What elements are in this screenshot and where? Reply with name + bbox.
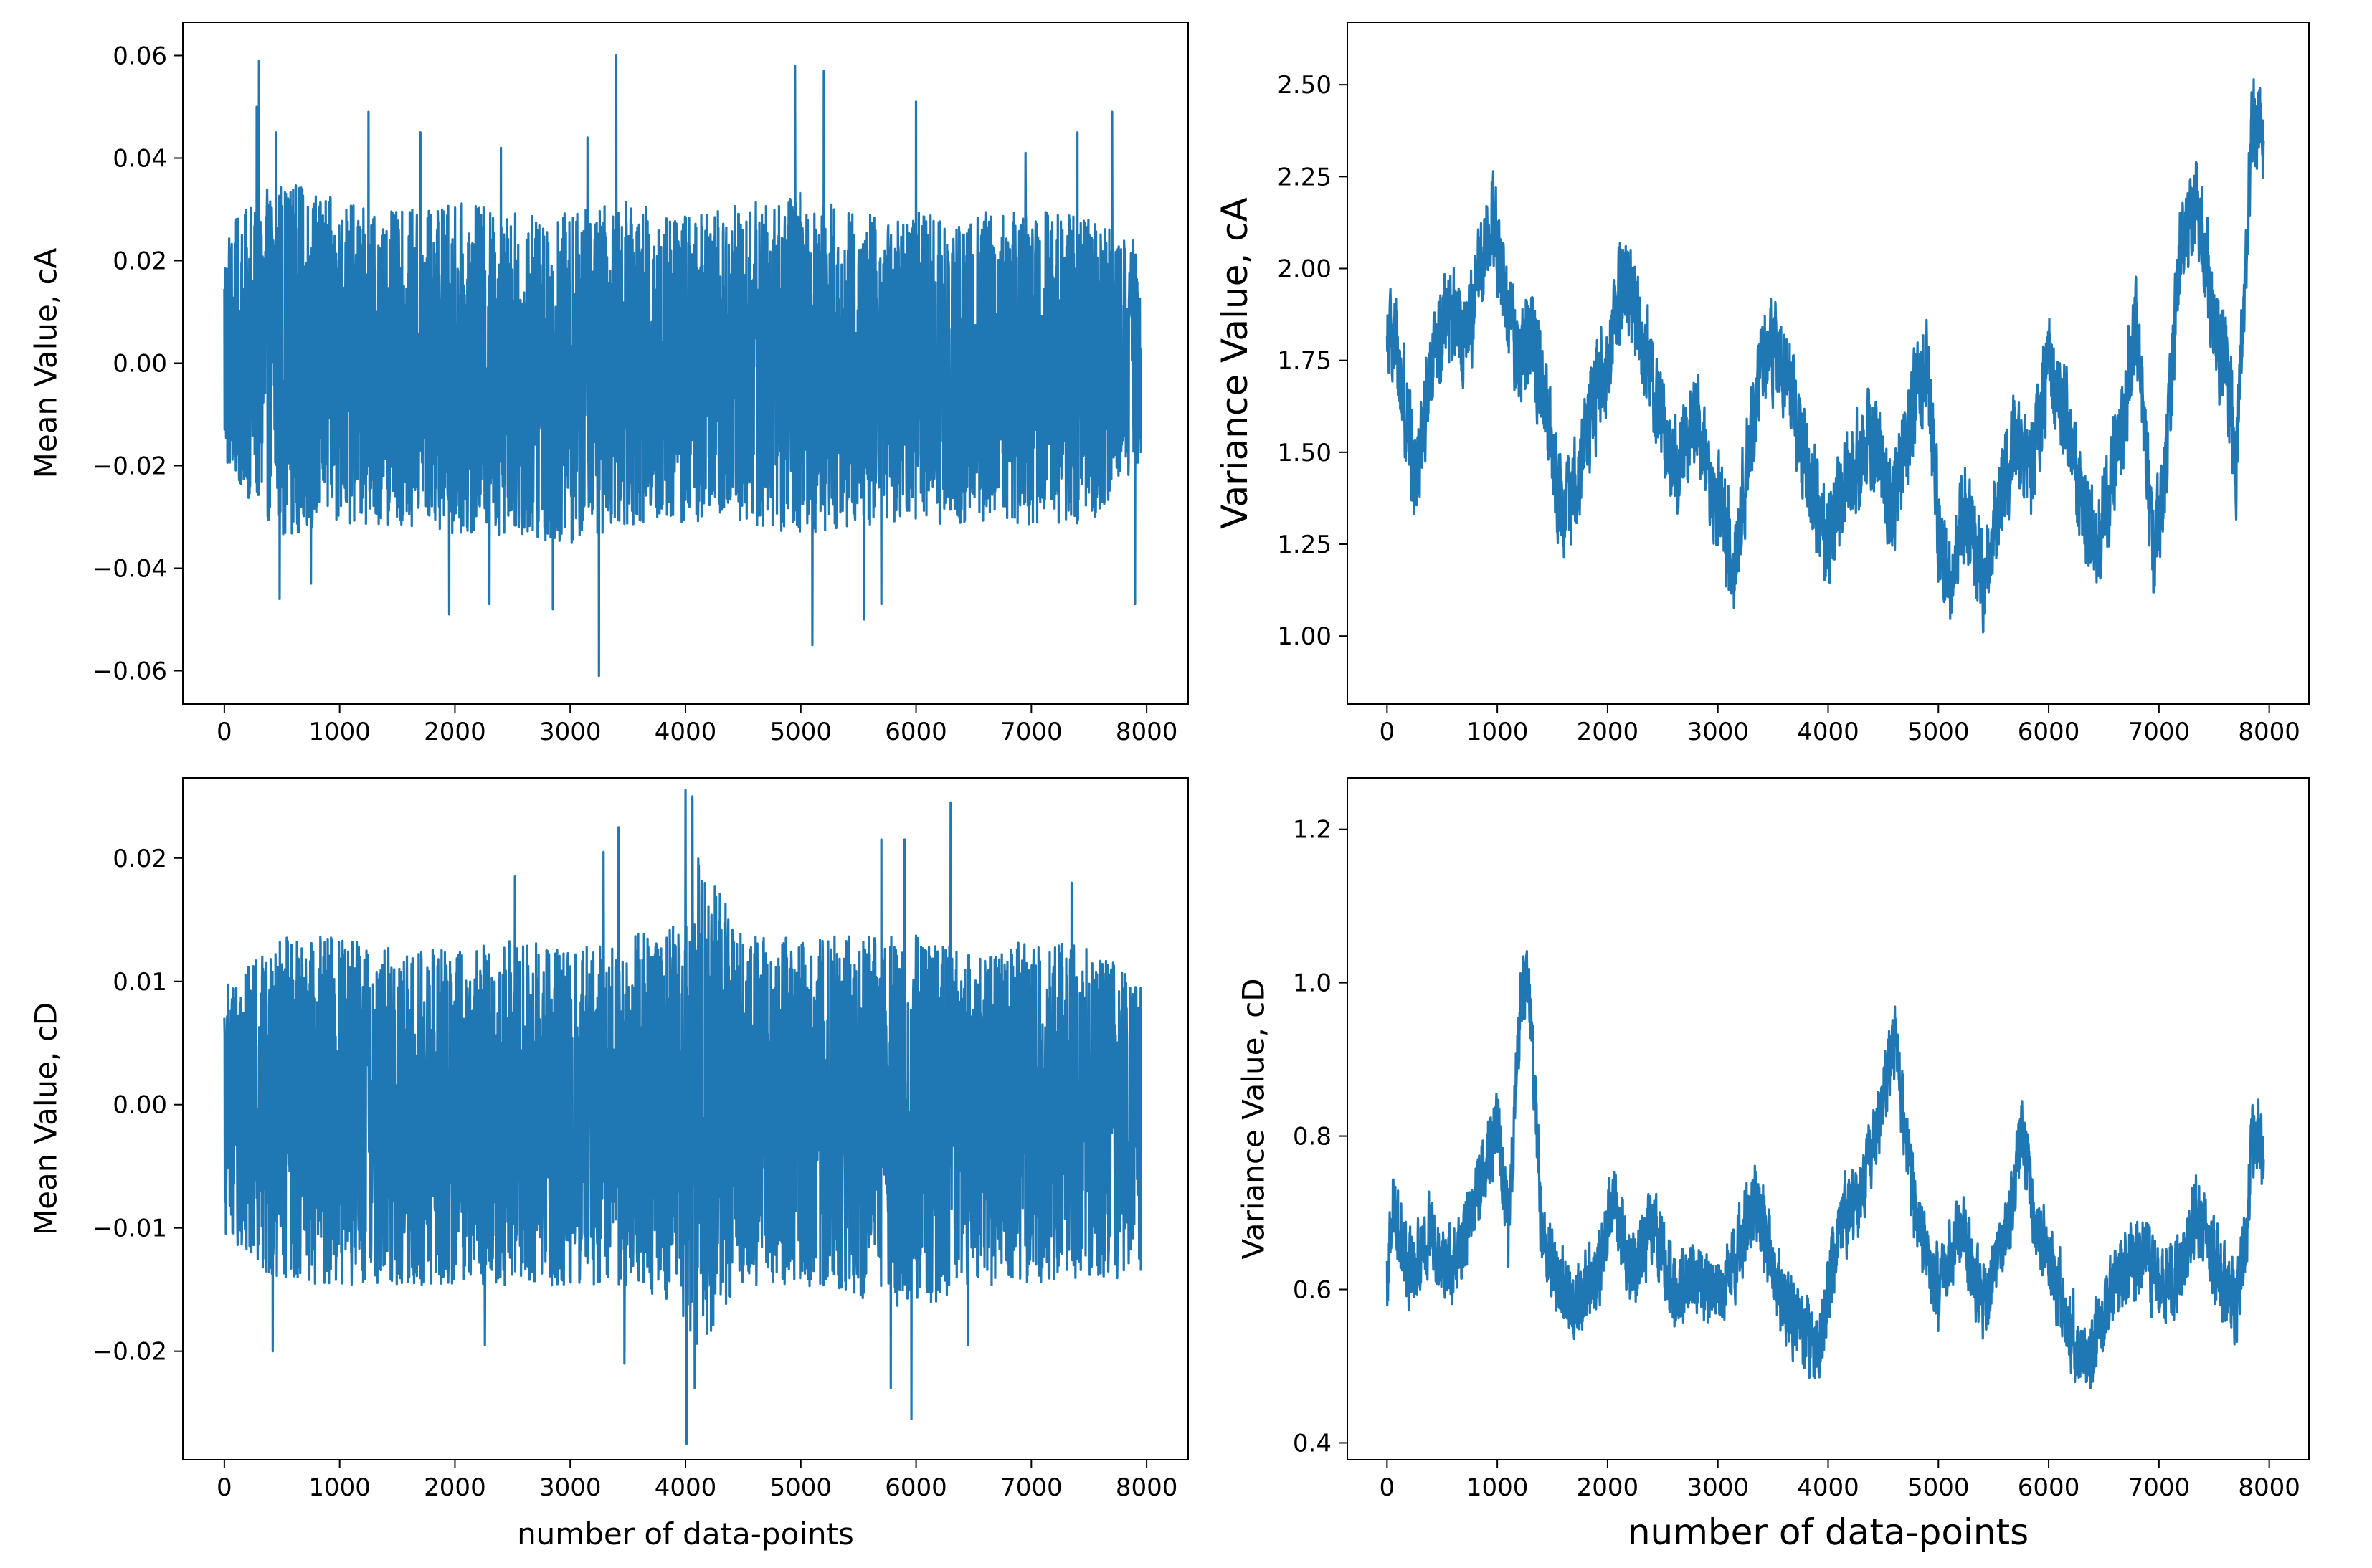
y-tick-label: 1.00 bbox=[1277, 622, 1332, 651]
y-tick-label: 2.25 bbox=[1277, 163, 1332, 191]
y-tick-label: −0.06 bbox=[92, 657, 167, 686]
x-tick-label: 2000 bbox=[424, 1473, 486, 1502]
y-tick-label: 2.00 bbox=[1277, 255, 1332, 283]
mean-ca-y-axis: −0.06 −0.04 −0.02 0.00 0.02 0.04 0.06 bbox=[92, 42, 183, 686]
x-tick-label: 7000 bbox=[2128, 1473, 2191, 1502]
x-tick-label: 0 bbox=[1380, 1473, 1395, 1502]
x-tick-label: 4000 bbox=[1797, 1473, 1859, 1502]
x-tick-label: 0 bbox=[217, 1473, 232, 1502]
y-tick-label: 0.4 bbox=[1293, 1429, 1332, 1458]
x-tick-label: 2000 bbox=[1577, 1473, 1639, 1502]
x-tick-label: 8000 bbox=[1116, 1473, 1178, 1502]
mean-cd-x-axis-label: number of data-points bbox=[517, 1516, 854, 1552]
y-tick-label: 1.25 bbox=[1277, 531, 1332, 559]
x-tick-label: 6000 bbox=[2018, 718, 2080, 746]
x-tick-label: 6000 bbox=[885, 1473, 947, 1502]
variance-ca-y-axis: 1.00 1.25 1.50 1.75 2.00 2.25 2.50 bbox=[1277, 71, 1347, 651]
x-tick-label: 1000 bbox=[1466, 1473, 1529, 1502]
variance-cd-panel: 0 1000 2000 3000 4000 5000 6000 7000 8000 0.4 0.6… bbox=[1236, 777, 2310, 1553]
y-tick-label: −0.01 bbox=[92, 1215, 167, 1243]
x-tick-label: 8000 bbox=[2238, 718, 2300, 746]
y-tick-label: 0.8 bbox=[1293, 1123, 1332, 1151]
series-line bbox=[223, 54, 1142, 678]
x-tick-label: 3000 bbox=[1687, 1473, 1749, 1502]
x-tick-label: 4000 bbox=[1797, 718, 1859, 746]
mean-ca-x-axis: 0 1000 2000 3000 4000 5000 6000 7000 8000 bbox=[217, 704, 1177, 746]
mean-ca-panel: 0 1000 2000 3000 4000 5000 6000 7000 8000 −0.06−… bbox=[29, 22, 1189, 746]
x-tick-label: 1000 bbox=[1466, 718, 1529, 746]
variance-ca-series-layer bbox=[1385, 78, 2265, 634]
x-tick-label: 1000 bbox=[308, 718, 371, 746]
y-tick-label: 0.04 bbox=[113, 144, 167, 173]
x-tick-label: 4000 bbox=[655, 1473, 717, 1502]
x-tick-label: 6000 bbox=[2018, 1473, 2080, 1502]
y-tick-label: 0.06 bbox=[113, 42, 167, 70]
mean-cd-x-axis: 0 1000 2000 3000 4000 5000 6000 7000 8000 bbox=[217, 1460, 1177, 1502]
x-tick-label: 0 bbox=[1380, 718, 1395, 746]
x-tick-label: 7000 bbox=[2128, 718, 2191, 746]
mean-cd-series-layer bbox=[223, 789, 1142, 1445]
mean-cd-panel: 0 1000 2000 3000 4000 5000 6000 7000 8000 −0.02−… bbox=[29, 777, 1189, 1552]
series-line bbox=[223, 789, 1142, 1445]
variance-cd-y-axis: 0.4 0.6 0.8 1.0 1.2 bbox=[1293, 816, 1347, 1458]
x-tick-label: 7000 bbox=[1000, 718, 1063, 746]
x-tick-label: 0 bbox=[217, 718, 232, 746]
y-tick-label: 0.6 bbox=[1293, 1276, 1332, 1305]
y-tick-label: 1.0 bbox=[1293, 969, 1332, 998]
x-tick-label: 2000 bbox=[424, 718, 486, 746]
mean-ca-series-layer bbox=[223, 54, 1142, 678]
y-tick-label: 2.50 bbox=[1277, 71, 1332, 100]
x-tick-label: 5000 bbox=[770, 718, 832, 746]
x-tick-label: 3000 bbox=[539, 1473, 602, 1502]
y-tick-label: 0.02 bbox=[113, 845, 167, 873]
y-tick-label: 1.75 bbox=[1277, 347, 1332, 376]
variance-cd-x-axis-label: number of data-points bbox=[1628, 1511, 2029, 1553]
y-tick-label: 0.00 bbox=[113, 350, 167, 379]
x-tick-label: 5000 bbox=[770, 1473, 832, 1502]
x-tick-label: 3000 bbox=[539, 718, 602, 746]
x-tick-label: 5000 bbox=[1907, 1473, 1970, 1502]
y-tick-label: 0.01 bbox=[113, 968, 167, 997]
y-tick-label: 1.50 bbox=[1277, 439, 1332, 467]
variance-ca-x-axis: 0 1000 2000 3000 4000 5000 6000 7000 8000 bbox=[1380, 704, 2300, 746]
variance-cd-series-layer bbox=[1385, 950, 2265, 1389]
variance-ca-y-axis-label: Variance Value, cA bbox=[1214, 197, 1256, 529]
y-tick-label: −0.02 bbox=[92, 452, 167, 481]
x-tick-label: 7000 bbox=[1000, 1473, 1063, 1502]
x-tick-label: 4000 bbox=[655, 718, 717, 746]
y-tick-label: −0.04 bbox=[92, 555, 167, 584]
x-tick-label: 5000 bbox=[1907, 718, 1970, 746]
mean-cd-y-axis-label: Mean Value, cD bbox=[29, 1002, 64, 1235]
y-tick-label: 1.2 bbox=[1293, 816, 1332, 845]
x-tick-label: 3000 bbox=[1687, 718, 1749, 746]
series-line bbox=[1385, 950, 2265, 1389]
x-tick-label: 2000 bbox=[1577, 718, 1639, 746]
x-tick-label: 6000 bbox=[885, 718, 947, 746]
mean-cd-y-axis: −0.02 −0.01 0.00 0.01 0.02 bbox=[92, 845, 183, 1367]
variance-cd-x-axis: 0 1000 2000 3000 4000 5000 6000 7000 8000 bbox=[1380, 1460, 2300, 1502]
y-tick-label: 0.00 bbox=[113, 1091, 167, 1120]
x-tick-label: 8000 bbox=[1116, 718, 1178, 746]
y-tick-label: −0.02 bbox=[92, 1338, 167, 1367]
variance-ca-panel: 0 1000 2000 3000 4000 5000 6000 7000 8000 1.001.… bbox=[1214, 22, 2310, 746]
y-tick-label: 0.02 bbox=[113, 247, 167, 275]
x-tick-label: 8000 bbox=[2238, 1473, 2300, 1502]
mean-ca-y-axis-label: Mean Value, cA bbox=[29, 247, 64, 478]
variance-cd-y-axis-label: Variance Value, cD bbox=[1236, 978, 1271, 1259]
x-tick-label: 1000 bbox=[308, 1473, 371, 1502]
series-line bbox=[1385, 78, 2265, 634]
